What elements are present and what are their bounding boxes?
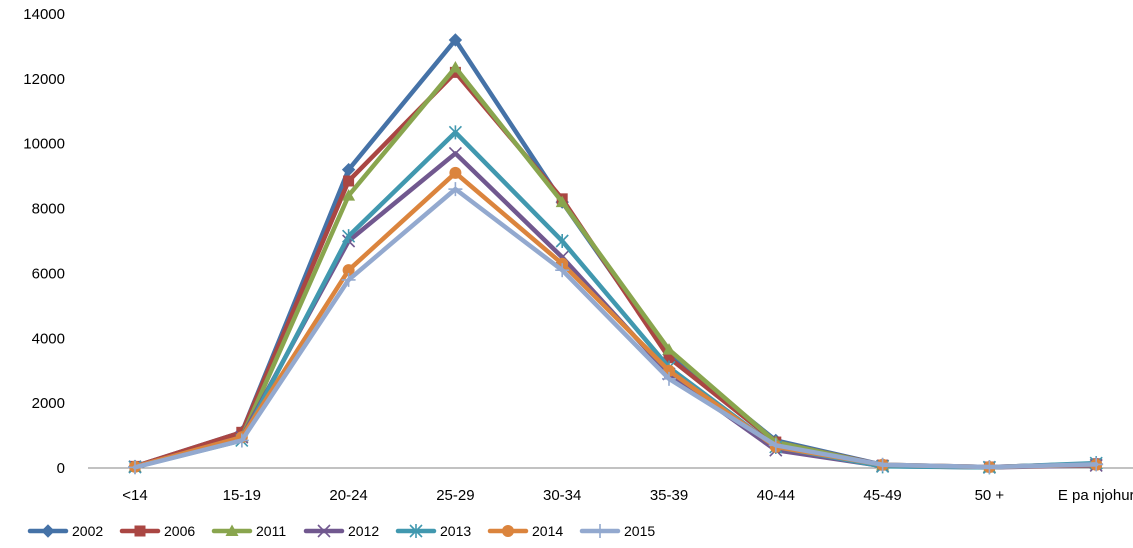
legend-item-2015: 2015 (579, 523, 655, 539)
legend-item-2013: 2013 (395, 523, 471, 539)
data-point (343, 175, 355, 187)
data-point (662, 343, 676, 355)
x-tick-label: 20-24 (329, 487, 367, 504)
x-tick-label: E pa njohur (1058, 487, 1133, 504)
data-point (342, 229, 356, 244)
series-2012 (128, 146, 1103, 474)
data-point (663, 352, 675, 364)
series-line (132, 186, 1099, 470)
x-tick-label: 35-39 (650, 487, 688, 504)
legend-item-2012: 2012 (303, 523, 379, 539)
legend-label: 2006 (164, 523, 195, 539)
legend-label: 2014 (532, 523, 563, 539)
x-tick-label: 30-34 (543, 487, 581, 504)
legend-marker (225, 524, 239, 536)
data-point (875, 457, 890, 472)
data-point (448, 182, 463, 197)
data-point (448, 125, 462, 140)
series-line (132, 65, 1099, 470)
series-line (132, 130, 1099, 470)
y-tick-label: 2000 (32, 395, 65, 412)
legend-label: 2015 (624, 523, 655, 539)
data-point (342, 189, 356, 201)
series-line (132, 37, 1099, 470)
legend: 2002 2006 2011 2012 2013 2014 2015 (27, 523, 655, 539)
data-point (449, 166, 462, 179)
data-point (342, 264, 355, 277)
data-point (448, 33, 463, 47)
x-tick-label: 25-29 (436, 487, 474, 504)
y-tick-label: 4000 (32, 330, 65, 347)
legend-item-2006: 2006 (119, 523, 195, 539)
x-tick-label: 15-19 (223, 487, 261, 504)
y-tick-label: 6000 (32, 265, 65, 282)
data-point (448, 61, 462, 73)
data-point (555, 234, 569, 248)
y-tick-label: 10000 (23, 136, 65, 153)
data-point (234, 433, 249, 448)
legend-marker (41, 524, 55, 538)
data-point (128, 460, 142, 475)
series-2002 (128, 33, 1103, 474)
legend-marker (317, 524, 331, 538)
data-point (341, 272, 356, 287)
legend-marker (409, 524, 423, 538)
series-line (132, 170, 1099, 470)
legend-marker (593, 524, 607, 538)
x-tick-label: <14 (122, 487, 147, 504)
legend-label: 2012 (348, 523, 379, 539)
y-tick-label: 14000 (23, 6, 65, 23)
data-point (555, 263, 570, 278)
y-tick-label: 8000 (32, 201, 65, 218)
legend-marker (502, 525, 514, 537)
legend-label: 2013 (440, 523, 471, 539)
marker-stroke (448, 146, 462, 161)
series-line (132, 70, 1099, 470)
x-tick-label: 40-44 (757, 487, 795, 504)
series-2011 (128, 61, 1103, 473)
legend-item-2014: 2014 (487, 523, 563, 539)
series-2015 (128, 182, 1104, 475)
legend-item-2011: 2011 (211, 523, 286, 539)
legend-marker (134, 525, 146, 537)
data-point (1089, 457, 1104, 472)
legend-label: 2002 (72, 523, 103, 539)
series-2006 (129, 66, 1102, 473)
series-line (132, 151, 1099, 470)
x-tick-label: 50 + (975, 487, 1005, 504)
legend-item-2002: 2002 (27, 523, 103, 539)
data-point (448, 146, 462, 161)
data-point (555, 195, 569, 208)
x-tick-label: 45-49 (863, 487, 901, 504)
data-point (982, 460, 997, 475)
marker-stroke (317, 524, 331, 538)
legend-label: 2011 (256, 523, 286, 539)
y-tick-label: 12000 (23, 71, 65, 88)
data-point (768, 438, 783, 453)
series-2013 (128, 125, 1103, 475)
series-2014 (129, 166, 1103, 474)
data-point (662, 371, 676, 386)
y-tick-label: 0 (57, 460, 65, 477)
